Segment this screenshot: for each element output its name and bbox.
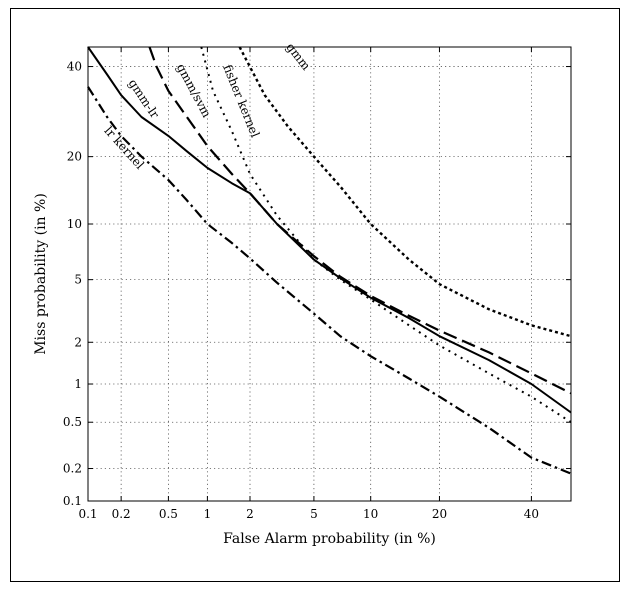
x-tick-label: 20: [432, 507, 447, 521]
plot-border: [87, 46, 572, 502]
x-tick-label: 10: [363, 507, 378, 521]
series-group: [87, 46, 572, 475]
series-line-gmm-svm: [148, 46, 572, 395]
series-line-gmm: [238, 46, 572, 338]
series-label: gmm/svm: [174, 61, 214, 120]
y-tick-label: 5: [74, 273, 82, 287]
y-axis-label: Miss probability (in %): [33, 193, 49, 355]
x-tick-label: 2: [246, 507, 254, 521]
x-axis-ticks: 0.1 0.2 0.5 1 2 5 10 20 40: [78, 47, 539, 521]
figure-frame: 0.1 0.2 0.5 1 2 5 10 20 40 0.1 0.2 0.5 1 2 5 10 20 40 gm…: [10, 8, 620, 582]
y-tick-label: 0.2: [63, 462, 82, 476]
y-tick-label: 20: [67, 150, 82, 164]
series-line-lr-kernel: [87, 86, 572, 475]
x-tick-label: 1: [204, 507, 212, 521]
y-tick-label: 0.5: [63, 415, 82, 429]
x-axis-label: False Alarm probability (in %): [223, 531, 436, 547]
x-tick-label: 40: [524, 507, 539, 521]
x-tick-label: 0.1: [78, 507, 97, 521]
series-label: gmm: [283, 40, 313, 73]
y-tick-label: 2: [74, 335, 82, 349]
y-tick-label: 1: [74, 377, 82, 391]
y-tick-label: 40: [67, 60, 82, 74]
series-label: gmm-lr: [126, 77, 162, 122]
det-chart: 0.1 0.2 0.5 1 2 5 10 20 40 0.1 0.2 0.5 1 2 5 10 20 40 gm…: [33, 40, 572, 547]
grid: [88, 47, 571, 501]
x-tick-label: 0.2: [112, 507, 131, 521]
x-tick-label: 5: [310, 507, 318, 521]
series-label: lr kernel: [102, 124, 147, 172]
y-tick-label: 10: [67, 217, 82, 231]
series-label: fisher kernel: [220, 63, 262, 140]
x-tick-label: 0.5: [159, 507, 178, 521]
series-line-gmm-lr: [87, 46, 572, 414]
y-axis-ticks: 0.1 0.2 0.5 1 2 5 10 20 40: [63, 60, 571, 508]
y-tick-label: 0.1: [63, 494, 82, 508]
